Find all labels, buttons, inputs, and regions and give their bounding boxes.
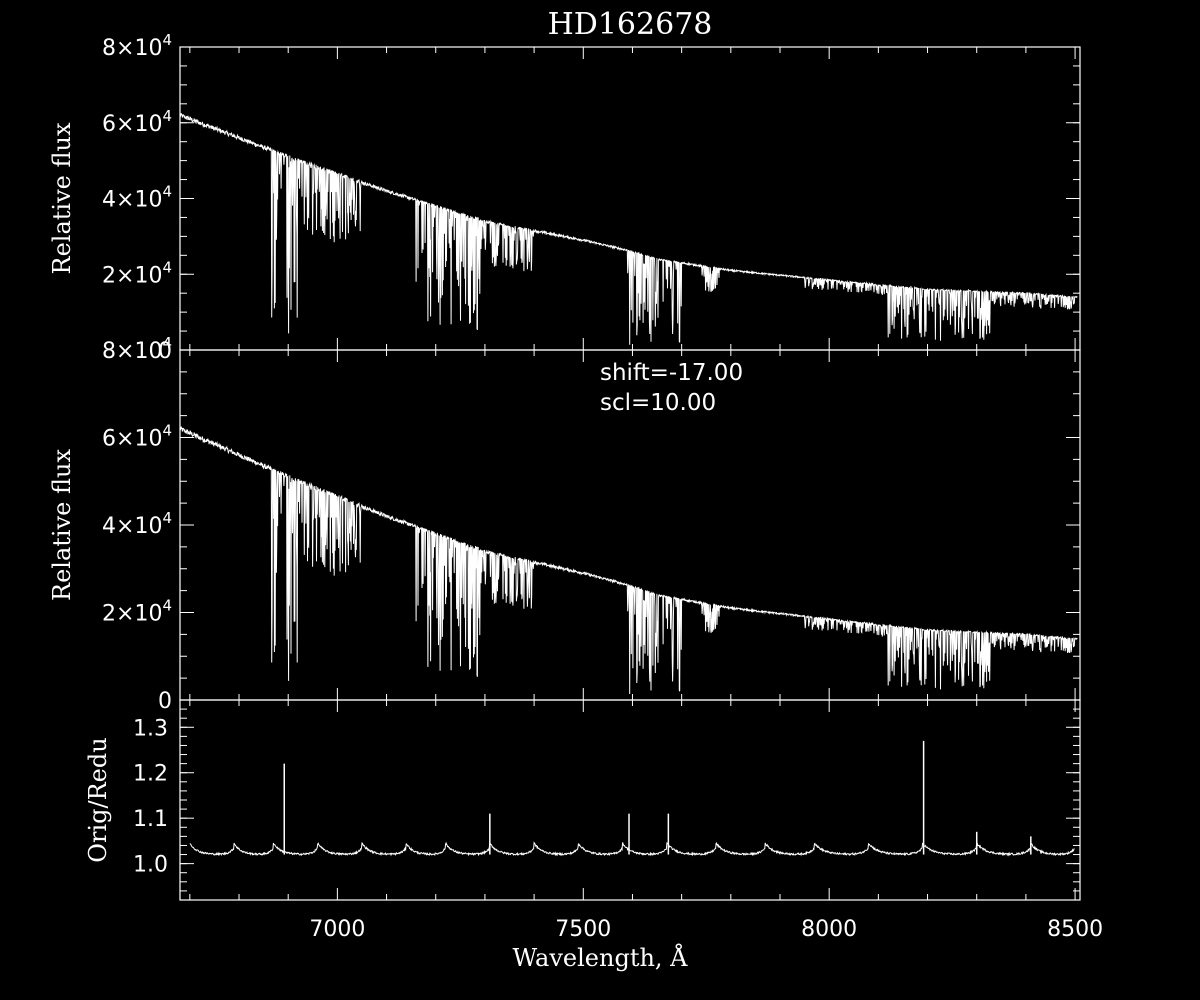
- y-axis-label: Relative flux: [48, 122, 76, 274]
- x-tick-label: 8500: [1047, 917, 1103, 942]
- ratio-line: [189, 840, 1075, 857]
- spectrum-line: [179, 426, 1078, 695]
- y-tick-label: 0: [158, 339, 172, 364]
- y-tick-exponent: 4: [162, 597, 172, 615]
- annotation-text: scl=10.00: [600, 390, 716, 416]
- y-tick-label: 8×104: [102, 31, 172, 61]
- y-tick-label: 1.0: [133, 853, 168, 878]
- y-tick-exponent: 4: [162, 509, 172, 527]
- chart-title: HD162678: [548, 7, 713, 42]
- y-tick-label: 1.2: [133, 762, 168, 787]
- annotation-text: shift=-17.00: [600, 360, 743, 386]
- x-tick-label: 8000: [801, 917, 857, 942]
- y-axis-label: Relative flux: [48, 449, 76, 601]
- x-axis-label: Wavelength, Å: [512, 943, 688, 972]
- y-axis-label: Orig/Redu: [84, 737, 112, 862]
- y-tick-label: 2×104: [102, 258, 172, 288]
- y-tick-label: 4×104: [102, 183, 172, 213]
- y-tick-label: 8×104: [102, 334, 172, 364]
- y-tick-label: 2×104: [102, 597, 172, 627]
- y-tick-exponent: 4: [162, 422, 172, 440]
- y-tick-label: 6×104: [102, 422, 172, 452]
- y-tick-label: 6×104: [102, 107, 172, 137]
- y-tick-label: 1.3: [133, 716, 168, 741]
- y-tick-exponent: 4: [162, 334, 172, 352]
- middle-flux-panel: 0 2×104 4×104 6×104 8×104 Relative flux shift=…: [48, 334, 1081, 714]
- y-tick-exponent: 4: [162, 31, 172, 49]
- top-flux-panel: 0 2×104 4×104 6×104 8×104 Relative flux: [48, 31, 1081, 364]
- y-tick-exponent: 4: [162, 107, 172, 125]
- y-tick-exponent: 4: [162, 183, 172, 201]
- ratio-panel: 1.0 1.1 1.2 1.3 7000 7500 8000 8500 Orig/Redu Wav…: [84, 699, 1103, 972]
- y-tick-label: 0: [158, 689, 172, 714]
- x-tick-label: 7000: [309, 917, 365, 942]
- y-tick-label: 4×104: [102, 509, 172, 539]
- y-tick-exponent: 4: [162, 258, 172, 276]
- y-tick-label: 1.1: [133, 807, 168, 832]
- spectrum-line: [179, 113, 1078, 345]
- x-tick-label: 7500: [555, 917, 611, 942]
